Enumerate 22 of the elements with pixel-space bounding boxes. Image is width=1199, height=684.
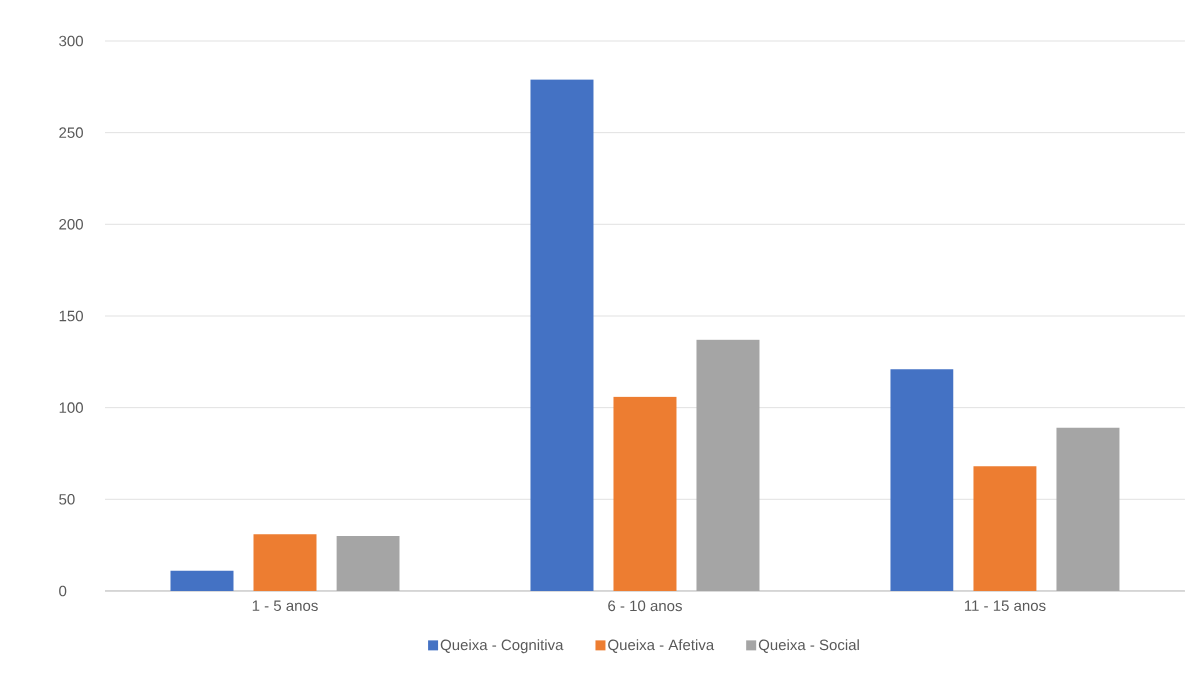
y-tick-label: 0	[59, 585, 67, 597]
legend-label: Queixa - Afetiva	[608, 639, 715, 653]
y-tick-label: 100	[59, 402, 83, 413]
bar	[530, 79, 594, 591]
x-tick-label: 1 - 5 anos	[252, 600, 318, 611]
y-tick-label: 150	[59, 310, 83, 322]
legend-label: Queixa - Social	[758, 639, 859, 653]
bar	[973, 466, 1037, 591]
y-tick-label: 300	[59, 35, 83, 47]
y-tick-label: 50	[59, 494, 75, 505]
y-tick-label: 250	[59, 127, 83, 138]
bar	[170, 570, 234, 591]
legend-label: Queixa - Cognitiva	[440, 639, 564, 654]
bar	[253, 534, 317, 591]
bar	[1056, 427, 1120, 591]
x-tick-label: 6 - 10 anos	[608, 600, 682, 612]
bar	[890, 369, 954, 591]
bar	[336, 535, 400, 591]
bar	[696, 339, 760, 591]
bar	[613, 396, 677, 591]
y-tick-label: 200	[59, 219, 83, 230]
x-tick-label: 11 - 15 anos	[964, 600, 1046, 611]
